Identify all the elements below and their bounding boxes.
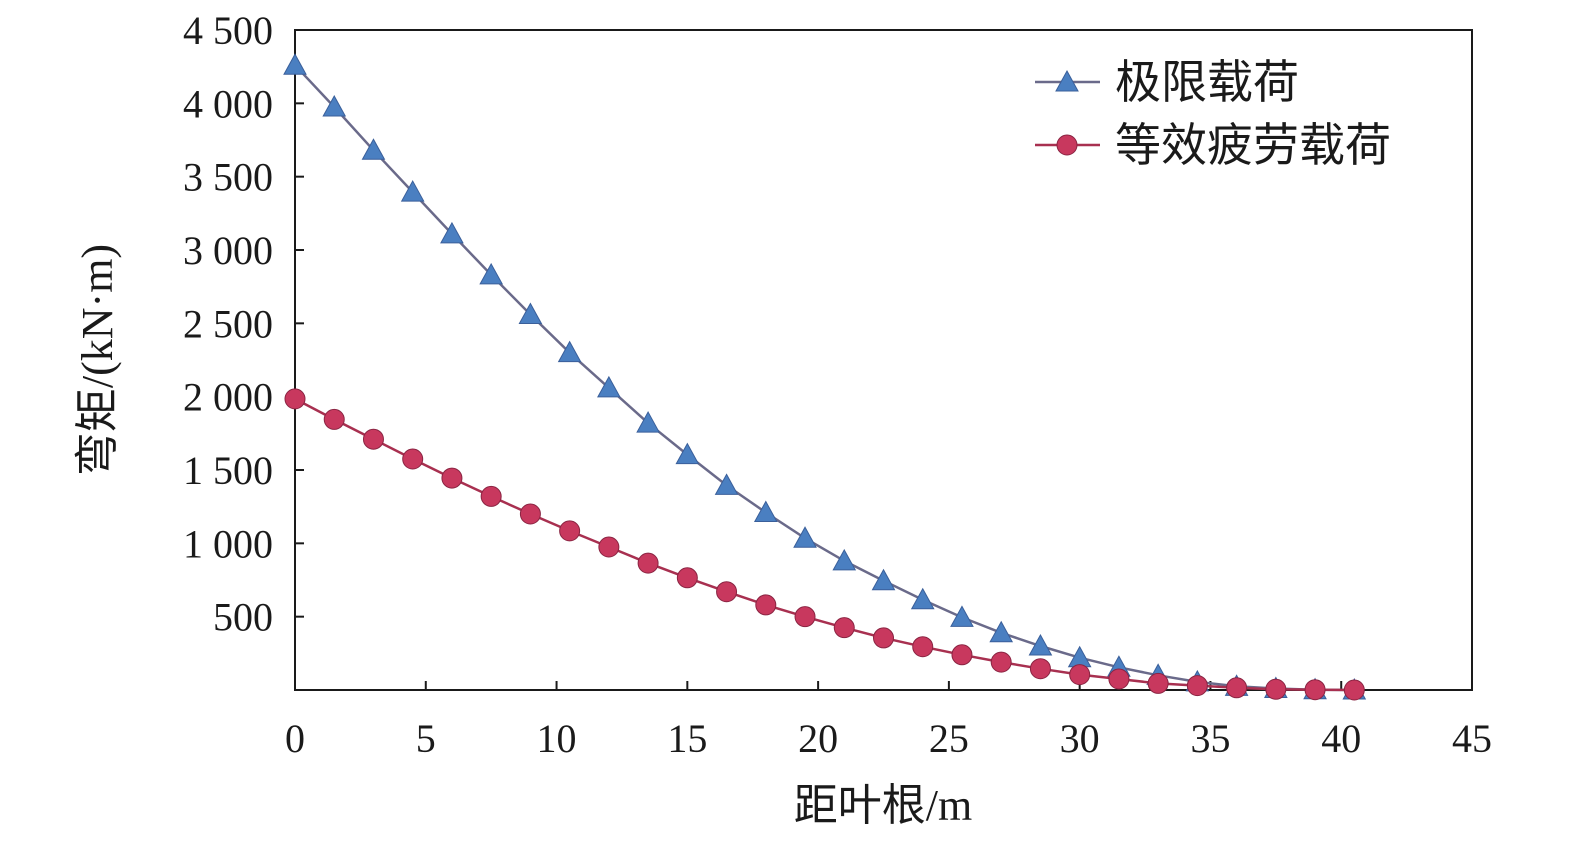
series-fatigue-load	[284, 388, 1365, 701]
data-point-triangle	[479, 262, 504, 285]
data-point-triangle	[440, 221, 464, 244]
axes: 0 5 10 15 20 25 30 35 40 45 500 1 000 1 500 2 000 2 5…	[183, 8, 1492, 761]
data-point-triangle	[910, 587, 935, 610]
data-point-triangle	[361, 138, 386, 160]
data-point-circle	[755, 594, 777, 616]
data-point-circle	[716, 581, 738, 603]
data-point-circle	[637, 552, 659, 574]
x-tick-label: 5	[416, 716, 436, 761]
data-point-triangle	[1067, 645, 1092, 668]
legend-item-fatigue-load: 等效疲劳载荷	[1035, 120, 1391, 171]
data-point-circle	[873, 627, 894, 649]
data-point-circle	[284, 388, 306, 410]
data-point-triangle	[753, 500, 778, 523]
data-point-triangle	[322, 94, 347, 117]
y-tick-label: 4 500	[183, 8, 273, 53]
data-point-circle	[990, 651, 1012, 673]
legend-circle-marker	[1056, 134, 1078, 156]
data-point-triangle	[636, 411, 660, 433]
data-point-triangle	[283, 53, 307, 75]
data-point-circle	[1304, 679, 1326, 701]
data-point-circle	[402, 448, 424, 470]
y-tick-label: 2 500	[183, 301, 273, 346]
data-point-triangle	[832, 548, 857, 571]
x-tick-label: 35	[1190, 716, 1230, 761]
y-axis-title: 弯矩/(kN·m)	[73, 244, 122, 476]
data-point-circle	[323, 408, 345, 430]
data-point-circle	[519, 503, 541, 525]
y-tick-label: 4 000	[183, 81, 273, 126]
series-line	[294, 64, 1355, 692]
data-point-circle	[1226, 677, 1248, 699]
legend-triangle-marker	[1055, 69, 1079, 92]
x-axis-ticks: 0 5 10 15 20 25 30 35 40 45	[285, 681, 1492, 761]
data-point-triangle	[557, 340, 582, 363]
x-tick-label: 45	[1452, 716, 1492, 761]
data-point-triangle	[793, 526, 817, 548]
series-line	[294, 397, 1355, 692]
series-layer	[283, 53, 1367, 701]
data-point-circle	[559, 520, 581, 542]
x-tick-label: 40	[1321, 716, 1361, 761]
y-tick-label: 3 500	[183, 155, 273, 200]
data-point-circle	[1029, 658, 1051, 680]
x-tick-label: 30	[1060, 716, 1100, 761]
data-point-triangle	[989, 620, 1014, 643]
data-point-triangle	[871, 568, 896, 591]
x-tick-label: 25	[929, 716, 969, 761]
legend-label-fatigue-load: 等效疲劳载荷	[1115, 120, 1391, 171]
y-tick-label: 1 000	[183, 521, 273, 566]
data-point-circle	[1108, 668, 1130, 690]
y-tick-label: 1 500	[183, 448, 273, 493]
x-tick-label: 10	[537, 716, 577, 761]
data-point-triangle	[400, 180, 425, 202]
x-tick-label: 0	[285, 716, 305, 761]
data-point-circle	[676, 567, 698, 589]
legend-label-ultimate-load: 极限载荷	[1115, 57, 1299, 108]
data-point-circle	[1147, 672, 1169, 694]
data-point-triangle	[1028, 633, 1053, 656]
data-point-triangle	[675, 442, 700, 465]
data-point-circle	[598, 536, 620, 558]
data-point-circle	[912, 636, 934, 658]
data-point-triangle	[714, 473, 739, 495]
data-point-triangle	[597, 375, 621, 398]
y-tick-label: 500	[213, 595, 273, 640]
x-tick-label: 15	[667, 716, 707, 761]
data-point-circle	[441, 467, 463, 489]
data-point-circle	[1343, 679, 1365, 701]
data-point-circle	[794, 606, 816, 628]
legend: 极限载荷 等效疲劳载荷	[1035, 57, 1391, 171]
x-tick-label: 20	[798, 716, 838, 761]
data-point-triangle	[950, 605, 974, 627]
data-point-circle	[362, 428, 384, 450]
legend-item-ultimate-load: 极限载荷	[1035, 57, 1299, 108]
plot-frame	[294, 29, 1473, 691]
y-tick-label: 2 000	[183, 375, 273, 420]
data-point-circle	[951, 644, 973, 666]
data-point-triangle	[518, 302, 543, 325]
data-point-circle	[1069, 664, 1091, 686]
data-point-circle	[1186, 675, 1208, 697]
data-point-circle	[1265, 678, 1287, 700]
data-point-circle	[480, 485, 502, 507]
data-point-circle	[833, 617, 855, 639]
y-axis-ticks: 500 1 000 1 500 2 000 2 500 3 000 3 500 4 000 4 …	[183, 8, 304, 640]
x-axis-title: 距叶根/m	[794, 781, 972, 830]
y-tick-label: 3 000	[183, 228, 273, 273]
